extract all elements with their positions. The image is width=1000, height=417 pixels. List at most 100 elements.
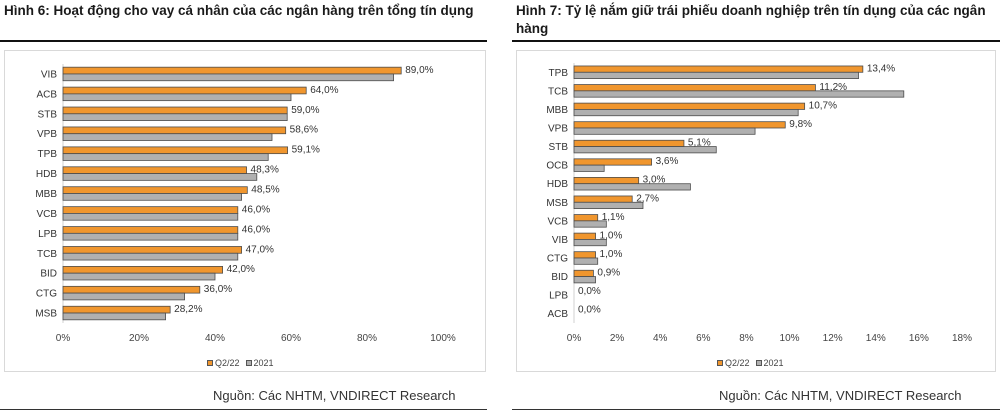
footer-divider xyxy=(512,409,1000,410)
fig6-data-label-tcb: 47,0% xyxy=(246,244,274,255)
fig7-category-label-lpb: LPB xyxy=(549,291,568,302)
title-divider xyxy=(0,40,487,42)
legend-swatch-2021 xyxy=(755,360,762,366)
figure-6-plot-area: VIB 89,0% ACB 64,0% STB 59,0% VPB 58,6% TPB 59,1%… xyxy=(4,50,486,372)
fig7-x-tick-label-0: 0% xyxy=(567,333,582,344)
fig6-data-label-mbb: 48,5% xyxy=(251,185,279,196)
fig7-category-label-tpb: TPB xyxy=(549,68,569,79)
fig7-bar-2021-ocb xyxy=(573,164,605,172)
fig7-x-tick-label-14: 14% xyxy=(866,333,886,344)
fig7-category-label-hdb: HDB xyxy=(547,179,568,190)
fig6-category-label-vcb: VCB xyxy=(36,209,57,220)
fig6-bar-q2-22-acb xyxy=(62,86,307,95)
fig7-category-label-bid: BID xyxy=(551,272,568,283)
fig7-x-tick-label-12: 12% xyxy=(823,333,843,344)
fig7-bar-q2-22-msb xyxy=(573,195,633,203)
fig6-bar-q2-22-vcb xyxy=(62,206,239,214)
fig6-category-label-vpb: VPB xyxy=(37,129,57,140)
fig7-bar-q2-22-hdb xyxy=(573,177,640,185)
fig6-data-label-hdb: 48,3% xyxy=(251,165,279,176)
fig7-bar-2021-tcb xyxy=(573,90,905,98)
legend-swatch-q2-22 xyxy=(207,360,213,366)
fig6-bar-2021-msb xyxy=(62,312,166,321)
title-divider xyxy=(512,40,1000,42)
fig6-bar-q2-22-hdb xyxy=(62,166,247,174)
fig7-bar-2021-msb xyxy=(573,201,644,210)
fig7-data-label-lpb: 0,0% xyxy=(578,286,601,297)
figure-7-plot-area: TPB 13,4% TCB 11,2% MBB 10,7% VPB 9,8% STB 5,1% OC… xyxy=(516,50,996,372)
fig7-data-label-tcb: 11,2% xyxy=(819,82,847,93)
fig7-data-label-tpb: 13,4% xyxy=(867,63,895,74)
fig7-x-tick-label-18: 18% xyxy=(952,333,972,344)
fig6-data-label-stb: 59,0% xyxy=(291,105,319,116)
fig7-bar-2021-hdb xyxy=(573,183,691,191)
fig6-bar-q2-22-bid xyxy=(62,266,224,274)
fig6-data-label-vpb: 58,6% xyxy=(290,125,318,136)
figure-7-panel: Hình 7: Tỷ lệ nắm giữ trái phiếu doanh n… xyxy=(512,0,1000,417)
fig7-data-label-acb: 0,0% xyxy=(578,305,601,316)
fig7-bar-q2-22-ocb xyxy=(573,158,652,166)
fig7-data-label-stb: 5,1% xyxy=(688,138,711,149)
fig7-x-tick-label-10: 10% xyxy=(780,333,800,344)
fig7-bar-2021-bid xyxy=(573,276,596,284)
fig6-bar-2021-vcb xyxy=(62,213,239,221)
fig7-bar-q2-22-tpb xyxy=(573,65,864,73)
fig6-bar-2021-vpb xyxy=(62,133,273,141)
fig7-bar-2021-stb xyxy=(573,146,717,154)
fig6-data-label-tpb: 59,1% xyxy=(292,145,320,156)
figure-6-chart: VIB 89,0% ACB 64,0% STB 59,0% VPB 58,6% TPB 59,1%… xyxy=(35,64,456,344)
fig7-bar-q2-22-bid xyxy=(573,269,594,277)
fig7-category-label-vcb: VCB xyxy=(547,216,568,227)
fig7-data-label-ctg: 1,0% xyxy=(600,249,623,260)
fig6-bar-q2-22-vib xyxy=(62,66,402,75)
legend-item-2021: 2021 xyxy=(755,358,784,368)
fig6-x-tick-label-0: 0% xyxy=(56,333,71,344)
fig6-data-label-acb: 64,0% xyxy=(310,85,338,96)
fig6-category-label-tcb: TCB xyxy=(37,249,57,260)
fig7-category-label-vpb: VPB xyxy=(548,124,568,135)
fig6-bar-2021-lpb xyxy=(62,232,239,241)
fig6-category-label-tpb: TPB xyxy=(38,149,58,160)
fig6-bar-2021-bid xyxy=(62,272,216,281)
fig7-data-label-ocb: 3,6% xyxy=(656,156,679,167)
fig7-bar-q2-22-vpb xyxy=(573,121,786,129)
fig7-data-label-msb: 2,7% xyxy=(636,193,659,204)
fig7-bar-q2-22-vib xyxy=(573,232,596,240)
figure-6-legend: Q2/22 2021 xyxy=(207,358,274,368)
fig6-bar-2021-tpb xyxy=(62,153,269,161)
fig7-x-tick-label-8: 8% xyxy=(739,333,754,344)
figure-6-title: Hình 6: Hoạt động cho vay cá nhân của cá… xyxy=(4,3,474,18)
fig6-x-tick-label-20: 20% xyxy=(129,333,149,344)
figure-6-source: Nguồn: Các NHTM, VNDIRECT Research xyxy=(213,388,456,403)
legend-label-q2-22: Q2/22 xyxy=(215,358,240,368)
fig6-x-tick-label-100: 100% xyxy=(430,333,456,344)
fig6-bar-q2-22-msb xyxy=(62,305,171,314)
fig6-bar-q2-22-mbb xyxy=(62,186,248,194)
fig7-category-label-ocb: OCB xyxy=(546,161,568,172)
legend-label-q2-22: Q2/22 xyxy=(725,358,750,368)
fig6-category-label-vib: VIB xyxy=(41,69,57,80)
fig6-bar-2021-hdb xyxy=(62,173,258,181)
fig7-data-label-mbb: 10,7% xyxy=(809,100,837,111)
fig7-category-label-msb: MSB xyxy=(546,198,568,209)
fig6-bar-2021-ctg xyxy=(62,292,185,301)
fig7-bar-q2-22-stb xyxy=(573,139,685,147)
fig6-category-label-hdb: HDB xyxy=(36,169,57,180)
legend-item-2021: 2021 xyxy=(245,358,274,368)
fig6-bar-q2-22-tcb xyxy=(62,246,243,254)
fig6-bar-2021-acb xyxy=(62,93,292,102)
legend-label-2021: 2021 xyxy=(253,358,274,368)
fig6-category-label-ctg: CTG xyxy=(36,289,57,300)
legend-label-2021: 2021 xyxy=(763,358,784,368)
fig7-category-label-ctg: CTG xyxy=(547,254,568,265)
fig7-bar-2021-vcb xyxy=(573,220,607,228)
fig7-bar-2021-vib xyxy=(573,239,607,247)
figure-7-title: Hình 7: Tỷ lệ nắm giữ trái phiếu doanh n… xyxy=(516,3,986,36)
fig6-category-label-lpb: LPB xyxy=(38,229,57,240)
fig6-bar-2021-stb xyxy=(62,113,288,121)
fig7-bar-q2-22-mbb xyxy=(573,102,806,110)
fig6-bar-q2-22-tpb xyxy=(62,146,288,155)
fig7-bar-2021-tpb xyxy=(573,71,859,80)
fig6-bar-q2-22-lpb xyxy=(62,226,239,234)
fig7-x-tick-label-2: 2% xyxy=(610,333,625,344)
